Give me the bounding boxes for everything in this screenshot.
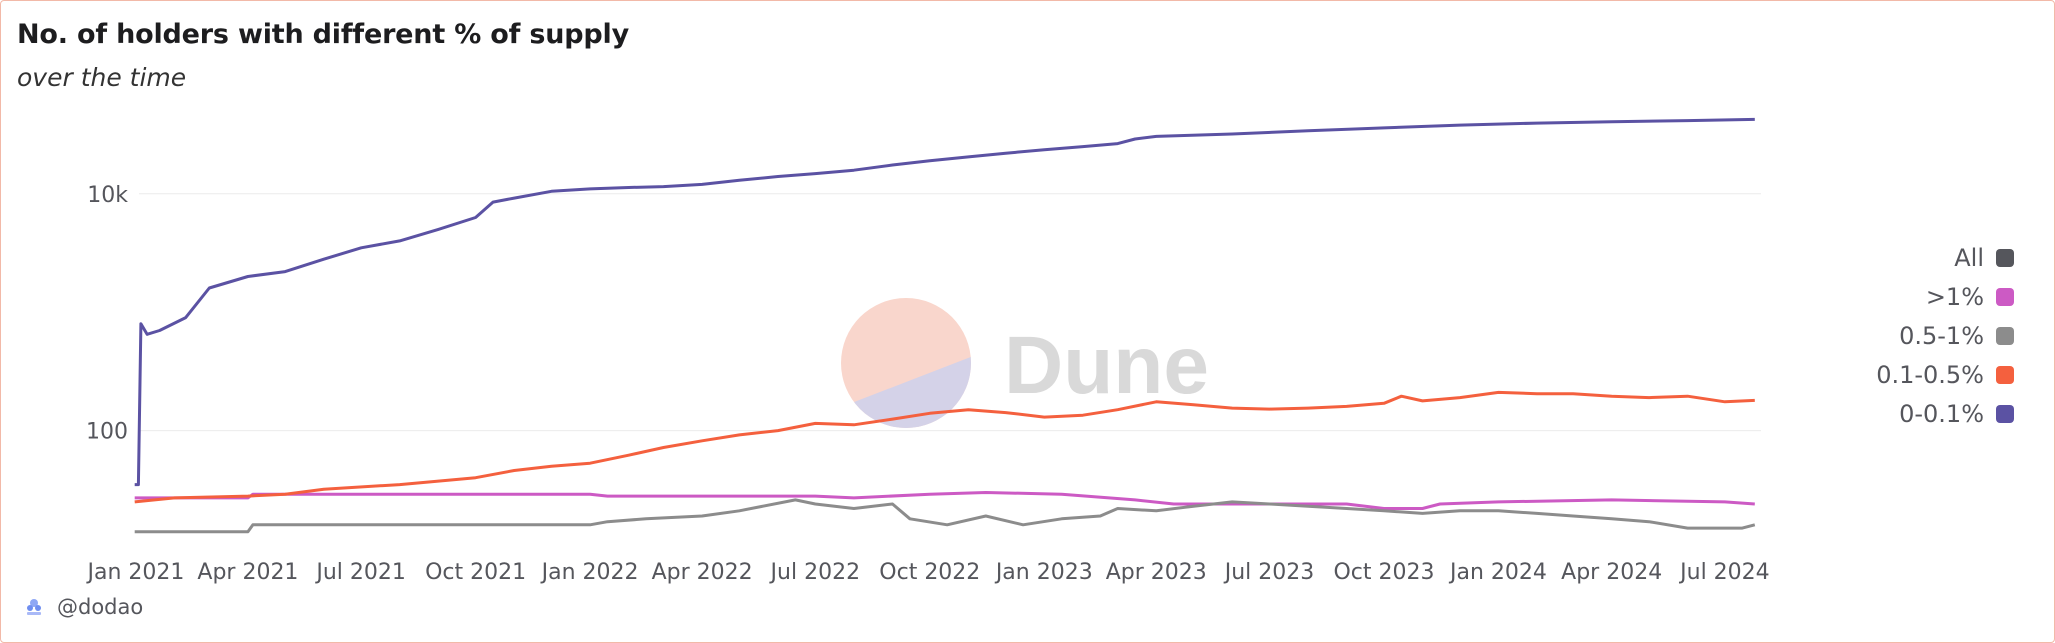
series-line-0-1-0-5[interactable] — [134, 390, 1755, 504]
x-tick-label: Jan 2023 — [994, 560, 1093, 585]
chart-subtitle: over the time — [17, 63, 187, 92]
legend-swatch — [1996, 287, 2014, 306]
legend-label: 0.1-0.5% — [1876, 360, 1984, 389]
credit[interactable]: @dodao — [25, 595, 143, 619]
legend-item-0-0-1[interactable]: 0-0.1% — [1876, 394, 2014, 433]
legend-label: >1% — [1925, 282, 1984, 311]
y-tick-label: 10k — [87, 183, 128, 208]
x-axis: Jan 2021 Apr 2021 Jul 2021 Oct 2021 Jan 2022… — [85, 560, 1769, 585]
legend-label: 0.5-1% — [1899, 321, 1984, 350]
x-tick-label: Oct 2022 — [879, 560, 980, 585]
x-tick-label: Jan 2024 — [1448, 560, 1547, 585]
legend-label: 0-0.1% — [1899, 399, 1984, 428]
legend-item-gt-1[interactable]: >1% — [1876, 277, 2014, 316]
x-tick-label: Jul 2021 — [314, 560, 406, 585]
dodao-logo-icon — [27, 599, 41, 615]
x-tick-label: Jan 2022 — [540, 560, 639, 585]
legend-swatch — [1996, 365, 2014, 384]
series-line-0-5-1[interactable] — [134, 498, 1756, 534]
x-tick-label: Oct 2023 — [1333, 560, 1434, 585]
x-tick-label: Apr 2021 — [197, 560, 298, 585]
series-lines — [134, 117, 1756, 534]
x-tick-label: Jan 2021 — [85, 560, 184, 585]
legend-item-all[interactable]: All — [1876, 238, 2014, 277]
legend-swatch — [1996, 248, 2014, 267]
x-tick-label: Apr 2024 — [1561, 560, 1662, 585]
series-line-0-0-1[interactable] — [134, 117, 1755, 487]
chart-title: No. of holders with different % of suppl… — [17, 19, 629, 50]
credit-handle: @dodao — [57, 595, 144, 619]
legend-swatch — [1996, 326, 2014, 345]
legend: All >1% 0.5-1% 0.1-0.5% 0-0.1% — [1876, 238, 2014, 433]
x-tick-label: Jul 2023 — [1223, 560, 1315, 585]
legend-label: All — [1954, 243, 1984, 272]
legend-item-0-1-0-5[interactable]: 0.1-0.5% — [1876, 355, 2014, 394]
legend-swatch — [1996, 404, 2014, 423]
dune-watermark-text: Dune — [1004, 320, 1209, 411]
x-tick-label: Apr 2023 — [1106, 560, 1207, 585]
y-axis: 100 10k — [86, 183, 128, 445]
x-tick-label: Apr 2022 — [652, 560, 753, 585]
gridlines — [139, 193, 1761, 432]
series-line-1[interactable] — [134, 491, 1755, 510]
x-tick-label: Jul 2024 — [1678, 560, 1770, 585]
y-tick-label: 100 — [86, 420, 128, 445]
legend-item-0-5-1[interactable]: 0.5-1% — [1876, 316, 2014, 355]
x-tick-label: Oct 2021 — [425, 560, 526, 585]
x-tick-label: Jul 2022 — [769, 560, 861, 585]
